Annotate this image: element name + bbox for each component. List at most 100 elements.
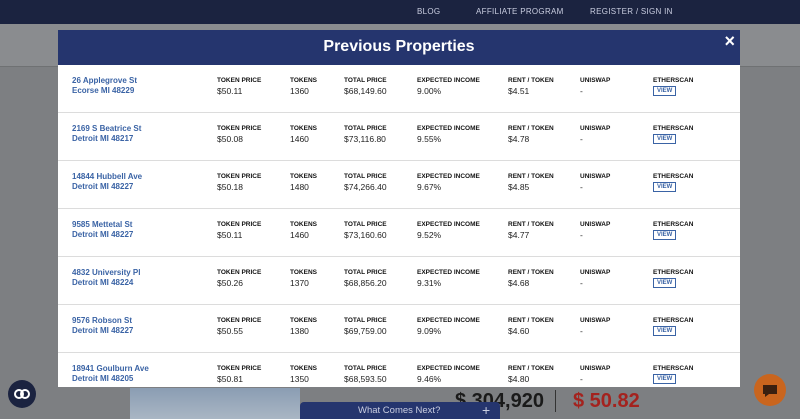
cell-value: $4.68: [508, 278, 530, 288]
view-button[interactable]: VIEW: [653, 278, 677, 288]
section-title: What Comes Next?: [358, 405, 441, 416]
column-label: RENT / TOKEN: [508, 221, 554, 228]
column-label: TOKENS: [290, 221, 317, 228]
cell-value: 9.55%: [417, 134, 442, 144]
top-nav: BLOG AFFILIATE PROGRAM REGISTER / SIGN IN: [0, 0, 800, 24]
column-label: TOKEN PRICE: [217, 365, 262, 372]
cell-value: 9.31%: [417, 278, 442, 288]
view-button[interactable]: VIEW: [653, 134, 677, 144]
column-label: EXPECTED INCOME: [417, 365, 480, 372]
property-row: 18941 Goulburn Ave Detroit MI 48205 TOKEN …: [58, 353, 740, 387]
icon: [763, 385, 777, 397]
chat-button[interactable]: [754, 374, 786, 406]
view-button[interactable]: VIEW: [653, 374, 677, 384]
cell-value: 1350: [290, 374, 309, 384]
view-button[interactable]: VIEW: [653, 182, 677, 192]
column-label: RENT / TOKEN: [508, 269, 554, 276]
column-label: UNISWAP: [580, 317, 611, 324]
column-label: TOTAL PRICE: [344, 221, 387, 228]
address-line[interactable]: 9576 Robson St: [72, 316, 133, 325]
column-label: TOTAL PRICE: [344, 269, 387, 276]
column-label: RENT / TOKEN: [508, 317, 554, 324]
cell-value: $68,593.50: [344, 374, 387, 384]
column-label: EXPECTED INCOME: [417, 269, 480, 276]
token-price: $ 50.82: [573, 390, 640, 412]
expand-icon: +: [482, 402, 491, 418]
column-label: TOKENS: [290, 365, 317, 372]
address-line: Detroit MI 48205: [72, 374, 134, 383]
cell-value: $50.08: [217, 134, 243, 144]
column-label: RENT / TOKEN: [508, 173, 554, 180]
cell-value: $4.77: [508, 230, 530, 240]
address-line[interactable]: 18941 Goulburn Ave: [72, 364, 149, 373]
column-label: UNISWAP: [580, 365, 611, 372]
cell-value: -: [580, 230, 583, 240]
nav-link[interactable]: BLOG: [417, 7, 441, 16]
view-button[interactable]: VIEW: [653, 86, 677, 96]
cell-value: 9.46%: [417, 374, 442, 384]
column-label: UNISWAP: [580, 269, 611, 276]
property-row: 9585 Mettetal St Detroit MI 48227 TOKEN PR…: [58, 209, 740, 257]
address-line[interactable]: 26 Applegrove St: [72, 76, 138, 85]
accessibility-button[interactable]: [8, 380, 36, 408]
section-tab[interactable]: What Comes Next? +: [300, 402, 500, 419]
column-label: EXPECTED INCOME: [417, 77, 480, 84]
cell-value: -: [580, 326, 583, 336]
column-label: TOKEN PRICE: [217, 77, 262, 84]
column-label: TOTAL PRICE: [344, 317, 387, 324]
column-label: ETHERSCAN: [653, 77, 694, 84]
column-label: TOTAL PRICE: [344, 173, 387, 180]
property-row: 14844 Hubbell Ave Detroit MI 48227 TOKEN P…: [58, 161, 740, 209]
cell-value: 1480: [290, 182, 309, 192]
cell-value: $50.18: [217, 182, 243, 192]
cell-value: $4.85: [508, 182, 530, 192]
cell-value: 1460: [290, 134, 309, 144]
property-row: 9576 Robson St Detroit MI 48227 TOKEN PRIC…: [58, 305, 740, 353]
column-label: EXPECTED INCOME: [417, 125, 480, 132]
cell-value: $4.51: [508, 86, 530, 96]
address-line: Ecorse MI 48229: [72, 86, 135, 95]
view-button[interactable]: VIEW: [653, 230, 677, 240]
address-line[interactable]: 14844 Hubbell Ave: [72, 172, 143, 181]
property-row: 26 Applegrove St Ecorse MI 48229 TOKEN PRI…: [58, 65, 740, 113]
column-label: TOKEN PRICE: [217, 317, 262, 324]
cell-value: $73,160.60: [344, 230, 387, 240]
property-row: 2169 S Beatrice St Detroit MI 48217 TOKEN …: [58, 113, 740, 161]
view-button[interactable]: VIEW: [653, 326, 677, 336]
cell-value: $4.80: [508, 374, 530, 384]
cell-value: $50.81: [217, 374, 243, 384]
address-line: Detroit MI 48224: [72, 278, 134, 287]
column-label: TOKEN PRICE: [217, 125, 262, 132]
column-label: RENT / TOKEN: [508, 77, 554, 84]
column-label: TOKENS: [290, 77, 317, 84]
nav-link[interactable]: AFFILIATE PROGRAM: [476, 7, 564, 16]
column-label: ETHERSCAN: [653, 365, 694, 372]
column-label: TOKENS: [290, 125, 317, 132]
column-label: ETHERSCAN: [653, 125, 694, 132]
cell-value: 1460: [290, 230, 309, 240]
column-label: EXPECTED INCOME: [417, 317, 480, 324]
cell-value: $68,149.60: [344, 86, 387, 96]
column-label: TOTAL PRICE: [344, 125, 387, 132]
cell-value: 1360: [290, 86, 309, 96]
address-line[interactable]: 4832 University Pl: [72, 268, 141, 277]
column-label: UNISWAP: [580, 221, 611, 228]
cell-value: -: [580, 182, 583, 192]
cell-value: 9.09%: [417, 326, 442, 336]
cell-value: 9.00%: [417, 86, 442, 96]
house-image: [130, 388, 300, 419]
modal-title: Previous Properties: [323, 38, 475, 55]
modal: Previous Properties × 26 Applegrove St Ec…: [58, 30, 740, 387]
column-label: TOKENS: [290, 317, 317, 324]
column-label: EXPECTED INCOME: [417, 173, 480, 180]
address-line[interactable]: 9585 Mettetal St: [72, 220, 133, 229]
column-label: UNISWAP: [580, 173, 611, 180]
close-button[interactable]: ×: [724, 31, 735, 51]
nav-link[interactable]: REGISTER / SIGN IN: [590, 7, 673, 16]
address-line: Detroit MI 48227: [72, 230, 134, 239]
cell-value: $50.11: [217, 230, 243, 240]
cell-value: $68,856.20: [344, 278, 387, 288]
column-label: ETHERSCAN: [653, 173, 694, 180]
address-line[interactable]: 2169 S Beatrice St: [72, 124, 142, 133]
